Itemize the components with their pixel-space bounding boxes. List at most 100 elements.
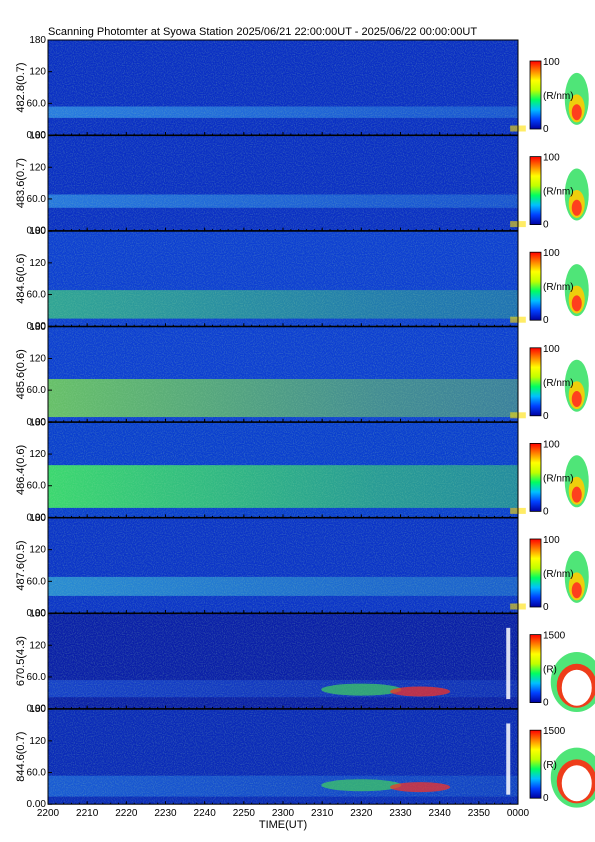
x-axis-label: TIME(UT) <box>259 819 307 831</box>
aurora-peak <box>561 765 592 802</box>
y-tick-label: 60.0 <box>27 576 47 587</box>
y-tick-label: 120 <box>29 545 46 556</box>
x-tick-label: 2350 <box>468 808 491 819</box>
panel-ylabel: 485.6(0.6) <box>15 349 27 399</box>
panel-ylabel: 670.5(4.3) <box>15 636 27 686</box>
speckle-noise <box>48 326 518 422</box>
aurora-arc <box>321 779 402 792</box>
x-tick-label: 2340 <box>429 808 452 819</box>
colorbar <box>529 442 542 512</box>
y-tick-label: 120 <box>29 258 46 269</box>
aurora-arc <box>321 683 402 696</box>
panel-6: 0.00 60.0 120 180 487.6(0.5) 100 (R/nm) 0 <box>15 513 589 619</box>
speckle-noise <box>48 135 518 231</box>
aurora-arc <box>390 782 451 793</box>
panel-ylabel: 486.4(0.6) <box>15 445 27 495</box>
panel-ylabel: 484.6(0.6) <box>15 254 27 304</box>
y-tick-label: 60.0 <box>27 385 47 396</box>
colorbar-max-label: 100 <box>543 248 560 259</box>
y-tick-label: 0.00 <box>27 512 47 523</box>
aurora-arc <box>390 686 451 697</box>
y-tick-label: 0.00 <box>27 799 47 810</box>
colorbar-max-label: 1500 <box>543 631 566 642</box>
panel-3: 0.00 60.0 120 180 484.6(0.6) 100 (R/nm) 0 <box>15 226 589 332</box>
page-title: Scanning Photomter at Syowa Station 2025… <box>48 26 478 38</box>
colorbar-unit-label: (R/nm) <box>543 187 574 198</box>
x-tick-label: 2230 <box>154 808 177 819</box>
panel-1: 0.00 60.0 120 180 482.8(0.7) 100 (R/nm) 0 <box>15 35 589 141</box>
y-tick-label: 60.0 <box>27 768 47 779</box>
y-tick-label: 60.0 <box>27 194 47 205</box>
aurora-edge <box>506 723 511 795</box>
colorbar-max-label: 100 <box>543 439 560 450</box>
colorbar-min-label: 0 <box>543 220 549 231</box>
x-tick-label: 2220 <box>115 808 138 819</box>
x-tick-label: 2250 <box>233 808 256 819</box>
colorbar <box>529 156 542 226</box>
colorbar <box>529 538 542 608</box>
colorbar-max-label: 100 <box>543 57 560 68</box>
panel-8: 0.00 60.0 120 180 844.6(0.7) 1500 (R) 0 <box>15 704 595 810</box>
y-tick-label: 120 <box>29 640 46 651</box>
speckle-noise <box>48 613 518 709</box>
colorbar-max-label: 100 <box>543 153 560 164</box>
y-tick-label: 60.0 <box>27 98 47 109</box>
y-tick-label: 180 <box>29 226 46 237</box>
panel-ylabel: 482.8(0.7) <box>15 62 27 112</box>
x-tick-label: 2330 <box>389 808 412 819</box>
aurora-peak <box>571 486 582 503</box>
colorbar <box>529 347 542 417</box>
y-tick-label: 180 <box>29 35 46 46</box>
speckle-noise <box>48 231 518 327</box>
speckle-noise <box>48 40 518 135</box>
aurora-peak <box>561 669 592 706</box>
colorbar-unit-label: (R/nm) <box>543 473 574 484</box>
y-tick-label: 180 <box>29 704 46 715</box>
colorbar-min-label: 0 <box>543 602 549 613</box>
aurora-edge <box>506 627 511 700</box>
y-tick-label: 180 <box>29 609 46 620</box>
y-tick-label: 120 <box>29 449 46 460</box>
speckle-noise <box>48 422 518 518</box>
x-tick-label: 2210 <box>76 808 99 819</box>
y-tick-label: 180 <box>29 322 46 333</box>
aurora-peak <box>571 391 582 407</box>
panel-5: 0.00 60.0 120 180 486.4(0.6) 100 (R/nm) 0 <box>15 417 589 523</box>
panel-4: 0.00 60.0 120 180 485.6(0.6) 100 (R/nm) 0 <box>15 322 589 428</box>
x-tick-label: 2310 <box>311 808 334 819</box>
aurora-peak <box>571 104 582 121</box>
y-tick-label: 0.00 <box>27 226 47 237</box>
y-tick-label: 60.0 <box>27 290 47 301</box>
colorbar-unit-label: (R/nm) <box>543 378 574 389</box>
y-tick-label: 180 <box>29 131 46 142</box>
panel-2: 0.00 60.0 120 180 483.6(0.7) 100 (R/nm) 0 <box>15 131 589 237</box>
colorbar-min-label: 0 <box>543 315 549 326</box>
colorbar-max-label: 1500 <box>543 726 566 737</box>
colorbar-min-label: 0 <box>543 793 549 804</box>
colorbar-unit-label: (R) <box>543 665 557 676</box>
aurora-peak <box>571 582 582 599</box>
speckle-noise <box>48 518 518 613</box>
aurora-peak <box>571 295 582 312</box>
speckle-noise <box>48 709 518 805</box>
y-tick-label: 60.0 <box>27 481 47 492</box>
y-tick-label: 180 <box>29 513 46 524</box>
colorbar-unit-label: (R/nm) <box>543 282 574 293</box>
colorbar <box>529 729 542 799</box>
colorbar <box>529 60 542 130</box>
colorbar-unit-label: (R/nm) <box>543 91 574 102</box>
y-tick-label: 120 <box>29 162 46 173</box>
x-tick-label: 2200 <box>37 808 60 819</box>
x-tick-label: 2320 <box>350 808 373 819</box>
colorbar-unit-label: (R/nm) <box>543 569 574 580</box>
panel-ylabel: 487.6(0.5) <box>15 540 27 590</box>
colorbar <box>529 634 542 703</box>
colorbar-max-label: 100 <box>543 344 560 355</box>
panel-ylabel: 483.6(0.7) <box>15 158 27 208</box>
colorbar-min-label: 0 <box>543 698 549 709</box>
colorbar-max-label: 100 <box>543 535 560 546</box>
y-tick-label: 180 <box>29 417 46 428</box>
y-tick-label: 0.00 <box>27 130 47 141</box>
y-tick-label: 120 <box>29 353 46 364</box>
